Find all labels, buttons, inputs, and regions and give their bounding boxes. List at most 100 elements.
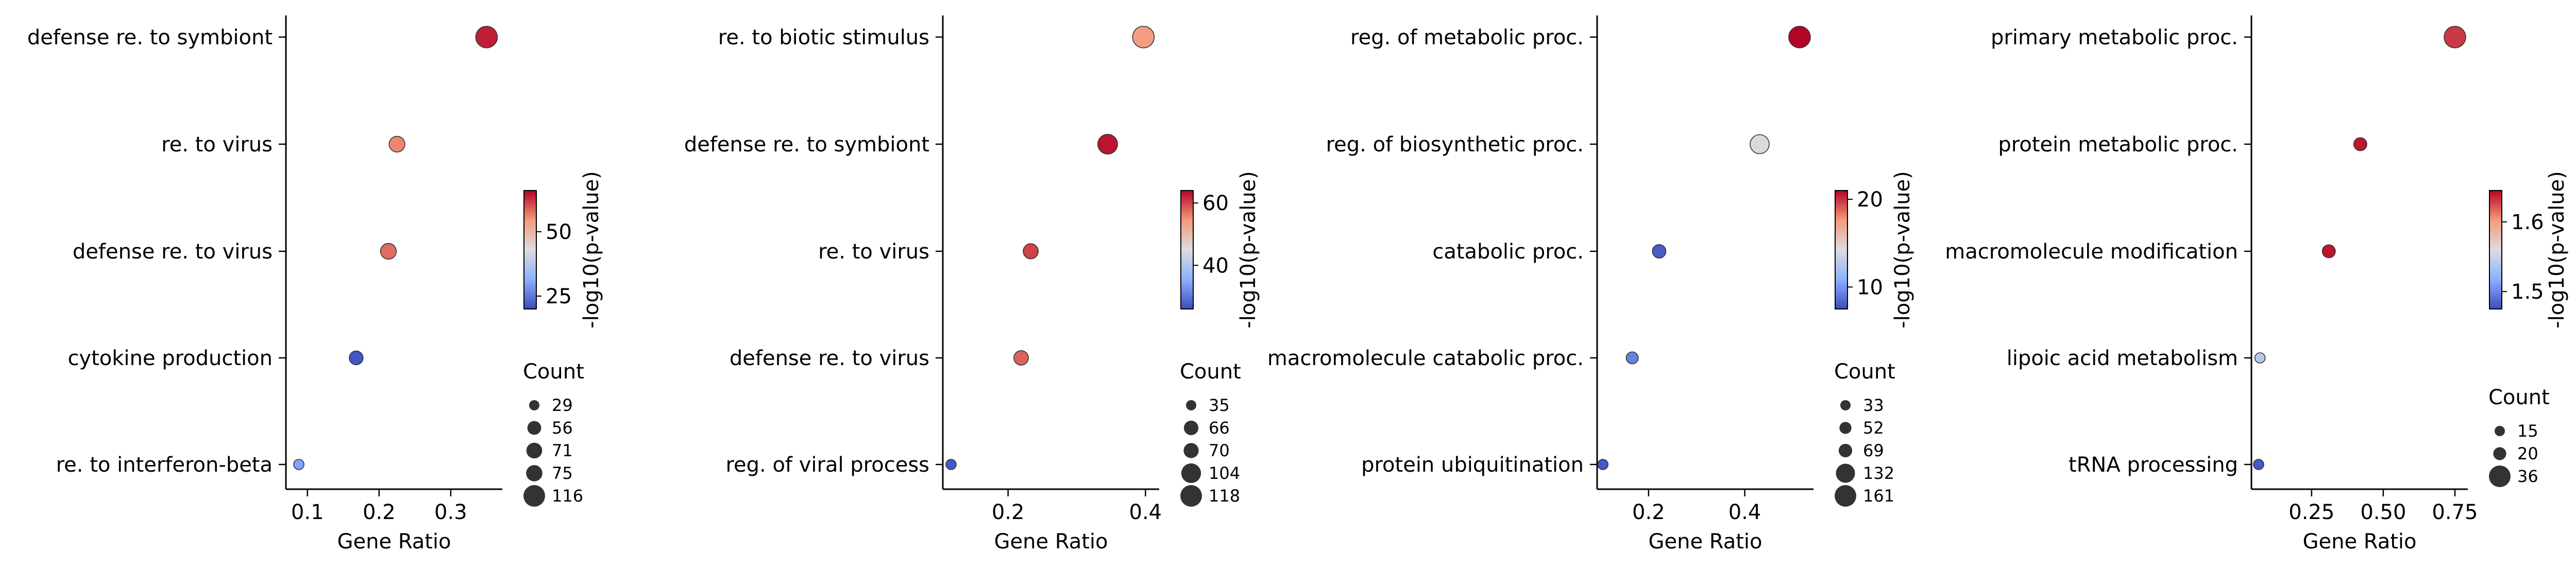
y-tick-label: catabolic proc. [1432,240,1584,264]
size-legend-marker [1836,463,1855,483]
y-tick-label: macromolecule catabolic proc. [1267,347,1584,370]
x-tick-label: 0.3 [434,501,467,524]
y-tick-label: lipoic acid metabolism [2007,347,2238,370]
size-legend-marker [1186,400,1196,410]
size-legend-marker [1183,443,1199,458]
colorbar-tick-label: 1.6 [2511,211,2544,234]
size-legend-label: 69 [1863,441,1884,460]
size-legend-label: 70 [1209,441,1230,460]
size-legend-label: 132 [1863,463,1894,483]
panel-1: defense re. to symbiont re. to virus defen… [27,15,603,554]
y-tick-label: re. to interferon-beta [56,453,273,477]
data-point [1023,243,1039,260]
y-tick-label: re. to virus [818,240,929,264]
size-legend-title: Count [1834,360,1895,384]
size-legend-marker [2495,426,2505,436]
size-legend-label: 29 [552,395,573,415]
size-legend-label: 52 [1863,418,1884,438]
y-tick-label: defense re. to symbiont [684,133,929,157]
size-legend-label: 75 [552,463,573,483]
data-point [1097,134,1118,154]
data-point [388,135,405,153]
x-tick-label: 0.2 [992,501,1025,524]
y-tick-label: macromolecule modification [1945,240,2238,264]
data-point [1597,459,1608,470]
x-axis-label: Gene Ratio [337,530,451,554]
size-legend-marker [2489,465,2511,487]
colorbar [523,190,537,309]
panel-3: reg. of metabolic proc. reg. of biosynthe… [1267,15,1914,554]
size-legend-label: 15 [2517,421,2538,441]
colorbar-tick-label: 20 [1857,188,1883,212]
data-point [2353,137,2367,151]
size-legend-label: 66 [1209,418,1230,438]
x-tick-label: 0.4 [1129,501,1162,524]
size-legend-marker [1840,400,1851,410]
colorbar [1835,190,1848,309]
y-tick-label: tRNA processing [2069,453,2238,477]
colorbar-tick-label: 50 [546,220,572,244]
size-legend-marker [1835,485,1856,507]
size-legend-label: 20 [2517,444,2538,463]
size-legend-marker [526,465,543,481]
size-legend-label: 36 [2517,467,2538,486]
data-point [1788,26,1811,48]
y-tick-label: defense re. to virus [730,347,929,370]
size-legend-marker [527,421,541,435]
y-tick-label: defense re. to virus [73,240,273,264]
size-legend-label: 116 [552,486,583,506]
y-tick-label: re. to virus [161,133,273,157]
x-tick-label: 0.2 [1632,501,1665,524]
data-point [2254,352,2266,364]
x-tick-label: 0.25 [2289,501,2334,524]
data-point [2321,244,2336,258]
data-point [2444,26,2466,48]
size-legend-marker [2493,447,2506,460]
x-tick-label: 0.4 [1728,501,1761,524]
size-legend-marker [1181,463,1201,484]
size-legend-marker [529,400,539,410]
size-legend-marker [1180,485,1202,507]
data-point [1132,26,1155,48]
panel-2: re. to biotic stimulus defense re. to sym… [684,15,1260,554]
y-tick-label: re. to biotic stimulus [718,26,929,49]
data-point [293,459,304,470]
y-tick-label: protein ubiquitination [1361,453,1584,477]
colorbar-tick-label: 40 [1202,254,1229,278]
size-legend-label: 118 [1209,486,1240,506]
size-legend-label: 56 [552,418,573,438]
size-legend-marker [523,485,545,507]
y-tick-label: cytokine production [67,347,273,370]
data-point [1652,244,1667,258]
x-tick-label: 0.75 [2432,501,2478,524]
data-point [380,243,397,260]
size-legend-label: 161 [1863,486,1894,506]
data-point [349,350,364,366]
y-tick-label: protein metabolic proc. [1998,133,2238,157]
colorbar [1180,190,1194,309]
size-legend-title: Count [523,360,584,384]
colorbar [2489,190,2502,309]
size-legend-label: 35 [1209,395,1230,415]
y-tick-label: defense re. to symbiont [27,26,273,49]
size-legend-title: Count [1180,360,1241,384]
size-legend-marker [1183,420,1199,436]
size-legend-marker [1838,443,1853,458]
y-tick-label: reg. of metabolic proc. [1350,26,1584,49]
size-legend-label: 71 [552,441,573,460]
x-axis-label: Gene Ratio [1649,530,1762,554]
colorbar-tick-label: 25 [546,285,572,308]
x-tick-label: 0.50 [2360,501,2406,524]
y-tick-label: reg. of viral process [725,453,929,477]
x-tick-label: 0.1 [291,501,324,524]
size-legend-label: 104 [1209,463,1240,483]
data-point [475,26,498,48]
size-legend-marker [526,442,543,459]
x-axis-label: Gene Ratio [994,530,1108,554]
panel-4: primary metabolic proc. protein metabolic… [1945,15,2569,554]
y-tick-label: primary metabolic proc. [1991,26,2238,49]
colorbar-label: -log10(p-value) [1236,171,1260,329]
colorbar-tick-label: 1.5 [2511,280,2544,304]
data-point [1625,351,1639,365]
